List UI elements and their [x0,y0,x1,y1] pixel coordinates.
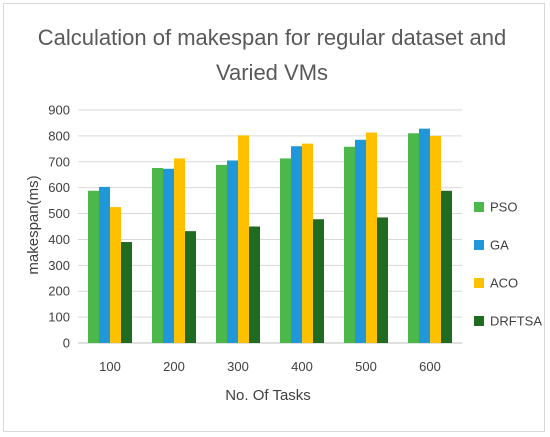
bar [216,164,227,343]
bar [366,132,377,343]
bar [121,242,132,343]
y-tick-label: 600 [48,180,70,195]
y-tick-label: 200 [48,284,70,299]
legend-label: PSO [490,200,517,215]
y-tick-label: 700 [48,154,70,169]
y-tick-label: 800 [48,128,70,143]
bar [249,226,260,343]
x-tick-label: 300 [227,359,249,374]
y-axis-title: makespan(ms) [25,175,42,274]
bar [313,219,324,343]
y-tick-label: 900 [48,103,70,118]
legend-swatch [474,240,484,250]
bar [174,158,185,343]
chart-title-line2: Varied VMs [216,60,328,85]
bar [185,231,196,343]
bar [88,190,99,343]
bar [163,168,174,343]
gridlines [78,109,462,344]
chart-title-line1: Calculation of makespan for regular data… [38,25,506,50]
legend-swatch [474,278,484,288]
y-tick-label: 500 [48,206,70,221]
bar [238,135,249,343]
bars [88,128,452,343]
bar [408,133,419,343]
y-tick-label: 0 [63,336,70,351]
bar [152,167,163,343]
x-tick-label: 500 [355,359,377,374]
legend-label: DRFTSA [490,314,542,329]
bar [377,217,388,343]
legend-swatch [474,202,484,212]
bar [302,143,313,343]
y-tick-label: 400 [48,232,70,247]
bar [430,135,441,343]
bar [355,139,366,343]
y-axis-ticks: 0 100 200 300 400 500 600 700 800 900 [48,103,70,351]
bar [280,158,291,343]
bar [344,146,355,343]
legend: PSO GA ACO DRFTSA [474,200,542,329]
x-axis-title: No. Of Tasks [225,387,311,404]
x-tick-label: 200 [163,359,185,374]
x-tick-label: 400 [291,359,313,374]
bar [110,207,121,343]
legend-label: ACO [490,276,518,291]
bar [99,186,110,343]
legend-swatch [474,316,484,326]
bar [419,128,430,343]
y-tick-label: 100 [48,310,70,325]
bar [441,190,452,343]
x-tick-label: 100 [99,359,121,374]
bar [227,160,238,343]
x-tick-label: 600 [419,359,441,374]
y-tick-label: 300 [48,258,70,273]
legend-label: GA [490,238,509,253]
bar [291,146,302,343]
x-axis-ticks: 100 200 300 400 500 600 [99,359,441,374]
